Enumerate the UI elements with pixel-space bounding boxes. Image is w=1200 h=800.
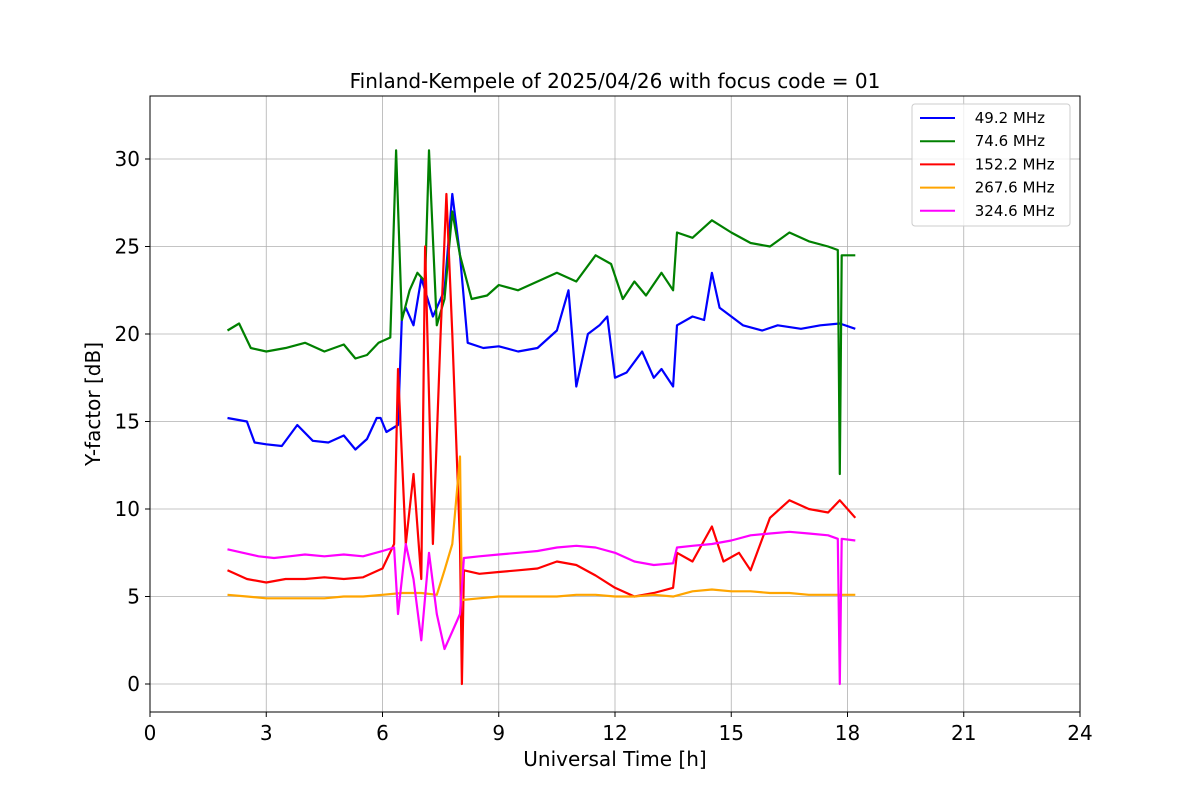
axis-ticks: 0 3 6 9 12 15 18 21 24 0 5 10 15 20 25 30 bbox=[115, 147, 1093, 745]
x-tick-label: 6 bbox=[376, 721, 389, 745]
y-tick-label: 15 bbox=[115, 410, 140, 434]
legend-label-0: 49.2 MHz bbox=[970, 109, 1045, 127]
legend-label-2: 152.2 MHz bbox=[970, 155, 1055, 173]
x-tick-label: 9 bbox=[492, 721, 505, 745]
series-line-3 bbox=[227, 455, 856, 602]
x-tick-label: 21 bbox=[951, 721, 976, 745]
legend-frame bbox=[911, 103, 1071, 227]
y-tick-label: 0 bbox=[127, 672, 140, 696]
chart-title: Finland-Kempele of 2025/04/26 with focus… bbox=[350, 69, 881, 93]
legend-label-1: 74.6 MHz bbox=[970, 132, 1045, 150]
legend: 49.2 MHz 74.6 MHz 152.2 MHz 267.6 MHz 32… bbox=[911, 103, 1071, 227]
x-tick-label: 0 bbox=[144, 721, 157, 745]
y-tick-label: 20 bbox=[115, 322, 140, 346]
series-line-0 bbox=[227, 192, 856, 451]
series-line-4 bbox=[227, 530, 856, 686]
x-tick-label: 24 bbox=[1067, 721, 1092, 745]
legend-label-4: 324.6 MHz bbox=[970, 202, 1055, 220]
y-tick-label: 25 bbox=[115, 235, 140, 259]
y-tick-label: 10 bbox=[115, 497, 140, 521]
series-line-2 bbox=[227, 192, 857, 686]
y-tick-label: 5 bbox=[127, 585, 140, 609]
x-axis-label: Universal Time [h] bbox=[523, 747, 706, 771]
x-tick-label: 12 bbox=[602, 721, 627, 745]
y-tick-label: 30 bbox=[115, 147, 140, 171]
x-tick-label: 18 bbox=[835, 721, 860, 745]
legend-label-3: 267.6 MHz bbox=[970, 179, 1055, 197]
x-tick-label: 3 bbox=[260, 721, 273, 745]
series-line-1 bbox=[226, 149, 856, 476]
y-axis-label: Y-factor [dB] bbox=[81, 342, 105, 467]
data-series bbox=[226, 149, 857, 686]
x-tick-label: 15 bbox=[719, 721, 744, 745]
